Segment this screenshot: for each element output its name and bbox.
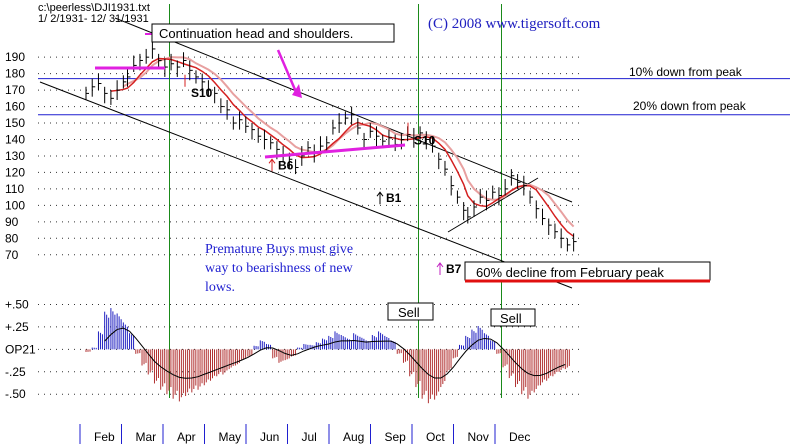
month-label-Oct: Oct xyxy=(426,430,445,444)
osc-tick-1: +.25 xyxy=(5,320,29,334)
signal-label-B1-3: B1 xyxy=(386,191,402,205)
pattern-label-box xyxy=(151,23,395,43)
y-tick-70: 70 xyxy=(5,248,19,262)
y-tick-100: 100 xyxy=(5,198,25,212)
trend-channel xyxy=(39,17,573,289)
oscillator-smooth-line xyxy=(104,327,566,379)
y-tick-140: 140 xyxy=(5,133,25,147)
signal-label-S10-0: S10 xyxy=(191,86,213,100)
month-label-Aug: Aug xyxy=(343,430,364,444)
head-shoulders-markers xyxy=(95,33,406,159)
month-label-Apr: Apr xyxy=(177,430,196,444)
decline-label: 60% decline from February peak xyxy=(476,265,664,280)
month-label-Dec: Dec xyxy=(509,430,530,444)
month-label-Mar: Mar xyxy=(136,430,157,444)
premature-buys-line-3: lows. xyxy=(205,280,235,295)
signal-arrowhead-B7 xyxy=(436,262,444,268)
grid-layer: 70 80 90 100 110 120 130 140 150 160 170 180 190 +.50… xyxy=(5,50,580,444)
osc-tick-4: -.50 xyxy=(5,387,26,401)
osc-tick-0: +.50 xyxy=(5,297,29,311)
y-tick-180: 180 xyxy=(5,67,25,81)
reference-label-20pct: 20% down from peak xyxy=(633,99,747,113)
osc-tick-3: -.25 xyxy=(5,365,26,379)
signal-label-S10-1: S10 xyxy=(414,134,436,148)
copyright: (C) 2008 www.tigersoft.com xyxy=(428,16,601,32)
sell-box-1 xyxy=(387,302,434,321)
neckline-right xyxy=(264,143,406,159)
pattern-arrow-head xyxy=(292,84,302,98)
y-tick-90: 90 xyxy=(5,215,19,229)
moving-averages xyxy=(110,56,575,237)
y-tick-160: 160 xyxy=(5,100,25,114)
y-tick-120: 120 xyxy=(5,165,25,179)
osc-tick-2: OP21 xyxy=(5,342,36,356)
month-label-Sep: Sep xyxy=(385,430,407,444)
month-label-Jul: Jul xyxy=(302,430,317,444)
y-tick-110: 110 xyxy=(5,182,24,196)
sell-label-1: Sell xyxy=(398,305,420,320)
sell-label-2: Sell xyxy=(500,311,522,326)
date-range: 1/ 2/1931- 12/ 31/1931 xyxy=(38,13,149,25)
y-tick-80: 80 xyxy=(5,231,19,245)
channel-lower-line xyxy=(39,81,573,289)
month-label-May: May xyxy=(219,430,242,444)
y-tick-170: 170 xyxy=(5,83,25,97)
y-tick-190: 190 xyxy=(5,50,25,64)
reference-lines xyxy=(38,78,790,116)
reference-label-10pct: 10% down from peak xyxy=(629,65,743,79)
price-bars xyxy=(85,39,577,252)
premature-buys-line-1: Premature Buys must give xyxy=(205,242,353,257)
month-label-Jun: Jun xyxy=(260,430,279,444)
ma-red-line xyxy=(110,57,575,237)
signal-label-B7-4: B7 xyxy=(446,262,462,276)
pattern-arrow-shaft xyxy=(276,49,298,93)
channel-mid-line xyxy=(447,177,539,233)
signal-arrowhead-B1 xyxy=(376,191,384,197)
file-path: c:\peerless\DJI1931.txt xyxy=(38,2,150,14)
chart-text: c:\peerless\DJI1931.txt 1/ 2/1931- 12/ 3… xyxy=(38,2,747,327)
y-tick-130: 130 xyxy=(5,149,25,163)
pattern-label: Continuation head and shoulders. xyxy=(159,26,353,41)
signal-arrowhead-B6 xyxy=(268,158,276,164)
vertical-markers xyxy=(169,4,502,398)
month-label-Nov: Nov xyxy=(468,430,489,444)
sell-box-2 xyxy=(490,308,536,327)
op21-oscillator xyxy=(85,308,570,404)
premature-buys-line-2: way to bearishness of new xyxy=(205,261,354,276)
y-tick-150: 150 xyxy=(5,116,25,130)
channel-upper-line xyxy=(114,17,573,203)
signal-label-B6-2: B6 xyxy=(278,158,294,172)
month-label-Feb: Feb xyxy=(94,430,115,444)
